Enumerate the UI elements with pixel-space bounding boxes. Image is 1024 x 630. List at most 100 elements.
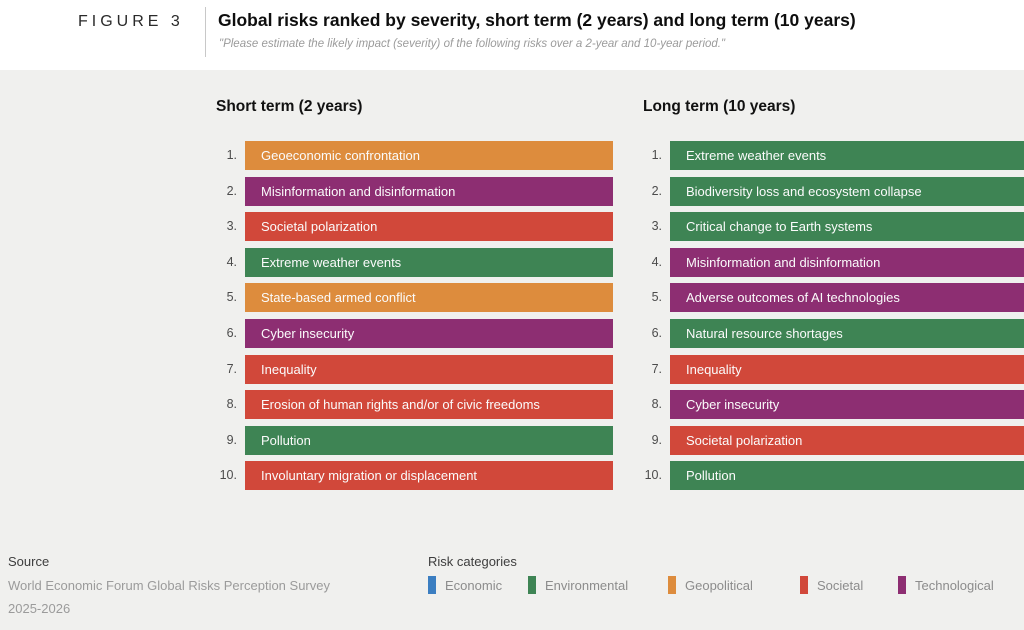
risk-row: 7. Inequality bbox=[633, 354, 1024, 384]
legend-label: Technological bbox=[915, 577, 994, 593]
risk-row: 10. Pollution bbox=[633, 461, 1024, 491]
risk-rank: 3. bbox=[651, 219, 662, 234]
risk-row: 2. Biodiversity loss and ecosystem colla… bbox=[633, 176, 1024, 206]
legend-item-geopolitical: Geopolitical bbox=[668, 575, 753, 595]
risk-bar: Extreme weather events bbox=[245, 247, 613, 277]
risk-row: 6. Natural resource shortages bbox=[633, 318, 1024, 348]
risk-row: 3. Critical change to Earth systems bbox=[633, 212, 1024, 242]
risk-rank: 1. bbox=[226, 148, 237, 162]
risk-label: Critical change to Earth systems bbox=[686, 219, 873, 235]
risk-label: Involuntary migration or displacement bbox=[261, 468, 478, 484]
risk-label: Societal polarization bbox=[261, 219, 378, 235]
economic-swatch-icon bbox=[428, 576, 436, 594]
risk-rank: 3. bbox=[226, 219, 237, 234]
risk-rank: 9. bbox=[226, 432, 237, 447]
risk-rank: 5. bbox=[226, 290, 237, 305]
risk-bar: Misinformation and disinformation bbox=[670, 247, 1024, 277]
risk-label: Extreme weather events bbox=[686, 148, 827, 163]
risk-row: 5. Adverse outcomes of AI technologies bbox=[633, 283, 1024, 313]
risk-label: State-based armed conflict bbox=[261, 290, 416, 306]
figure-subtitle: "Please estimate the likely impact (seve… bbox=[219, 38, 726, 50]
risk-rank: 5. bbox=[651, 290, 662, 305]
risk-bar: Natural resource shortages bbox=[670, 318, 1024, 348]
short-term-column-title: Short term (2 years) bbox=[216, 98, 363, 115]
risk-rank: 4. bbox=[651, 254, 662, 269]
legend-heading: Risk categories bbox=[428, 554, 517, 569]
risk-rank: 8. bbox=[651, 397, 662, 412]
risk-bar: Critical change to Earth systems bbox=[670, 212, 1024, 242]
technological-swatch-icon bbox=[898, 576, 906, 594]
risk-label: Biodiversity loss and ecosystem collapse bbox=[686, 183, 922, 199]
risk-rank: 6. bbox=[651, 325, 662, 340]
legend-label: Environmental bbox=[545, 577, 629, 593]
risk-label: Geoeconomic confrontation bbox=[261, 148, 420, 163]
risk-rank: 6. bbox=[226, 325, 237, 340]
figure-header: FIGURE 3 Global risks ranked by severity… bbox=[0, 0, 1024, 70]
risk-rank: 10. bbox=[219, 468, 237, 483]
risk-bar: Extreme weather events bbox=[670, 141, 1024, 170]
risk-rank: 8. bbox=[226, 397, 237, 412]
source-heading: Source bbox=[8, 554, 50, 569]
risk-row: 6. Cyber insecurity bbox=[208, 318, 613, 348]
chart-area: Short term (2 years) Long term (10 years… bbox=[0, 70, 1024, 630]
risk-bar: Biodiversity loss and ecosystem collapse bbox=[670, 176, 1024, 206]
risk-row: 2. Misinformation and disinformation bbox=[208, 176, 613, 206]
risk-row: 4. Extreme weather events bbox=[208, 247, 613, 277]
societal-swatch-icon bbox=[800, 576, 808, 594]
geopolitical-swatch-icon bbox=[668, 576, 676, 594]
risk-row: 8. Erosion of human rights and/or of civ… bbox=[208, 390, 613, 420]
risk-row: 1. Geoeconomic confrontation bbox=[208, 141, 613, 170]
risk-label: Inequality bbox=[686, 361, 742, 377]
risk-row: 4. Misinformation and disinformation bbox=[633, 247, 1024, 277]
risk-bar: Inequality bbox=[245, 354, 613, 384]
risk-row: 10. Involuntary migration or displacemen… bbox=[208, 461, 613, 491]
risk-row: 8. Cyber insecurity bbox=[633, 390, 1024, 420]
risk-bar: Erosion of human rights and/or of civic … bbox=[245, 390, 613, 420]
legend-label: Geopolitical bbox=[685, 577, 753, 593]
risk-rank: 10. bbox=[644, 468, 662, 483]
risk-label: Cyber insecurity bbox=[686, 397, 780, 413]
short-term-list: 1. Geoeconomic confrontation 2. Misinfor… bbox=[208, 141, 613, 497]
risk-rank: 2. bbox=[651, 183, 662, 198]
risk-label: Misinformation and disinformation bbox=[686, 254, 881, 270]
long-term-list: 1. Extreme weather events 2. Biodiversit… bbox=[633, 141, 1024, 497]
risk-row: 7. Inequality bbox=[208, 354, 613, 384]
risk-rank: 2. bbox=[226, 183, 237, 198]
risk-bar: Pollution bbox=[670, 461, 1024, 491]
risk-bar: Misinformation and disinformation bbox=[245, 176, 613, 206]
risk-row: 1. Extreme weather events bbox=[633, 141, 1024, 170]
source-text: World Economic Forum Global Risks Percep… bbox=[8, 578, 330, 593]
risk-label: Extreme weather events bbox=[261, 254, 402, 270]
legend-item-societal: Societal bbox=[800, 575, 863, 595]
legend-item-environmental: Environmental bbox=[528, 575, 628, 595]
risk-label: Pollution bbox=[261, 432, 311, 448]
legend-item-economic: Economic bbox=[428, 575, 502, 595]
figure-title: Global risks ranked by severity, short t… bbox=[218, 10, 856, 30]
risk-bar: State-based armed conflict bbox=[245, 283, 613, 313]
risk-label: Adverse outcomes of AI technologies bbox=[686, 290, 900, 306]
risk-rank: 7. bbox=[651, 361, 662, 376]
risk-bar: Geoeconomic confrontation bbox=[245, 141, 613, 170]
legend-item-technological: Technological bbox=[898, 575, 994, 595]
risk-label: Inequality bbox=[261, 361, 317, 377]
risk-label: Erosion of human rights and/or of civic … bbox=[261, 397, 540, 413]
risk-label: Pollution bbox=[686, 468, 736, 484]
risk-rank: 7. bbox=[226, 361, 237, 376]
long-term-column-title: Long term (10 years) bbox=[643, 98, 796, 115]
risk-bar: Cyber insecurity bbox=[245, 318, 613, 348]
risk-bar: Societal polarization bbox=[670, 425, 1024, 455]
figure-number-label: FIGURE 3 bbox=[78, 13, 184, 30]
environmental-swatch-icon bbox=[528, 576, 536, 594]
risk-label: Cyber insecurity bbox=[261, 325, 355, 341]
header-divider bbox=[205, 7, 206, 57]
risk-row: 9. Pollution bbox=[208, 425, 613, 455]
risk-bar: Pollution bbox=[245, 425, 613, 455]
legend-label: Economic bbox=[445, 577, 503, 593]
risk-bar: Inequality bbox=[670, 354, 1024, 384]
risk-row: 9. Societal polarization bbox=[633, 425, 1024, 455]
risk-label: Misinformation and disinformation bbox=[261, 183, 456, 199]
risk-label: Societal polarization bbox=[686, 432, 803, 448]
risk-rank: 4. bbox=[226, 254, 237, 269]
risk-bar: Cyber insecurity bbox=[670, 390, 1024, 420]
